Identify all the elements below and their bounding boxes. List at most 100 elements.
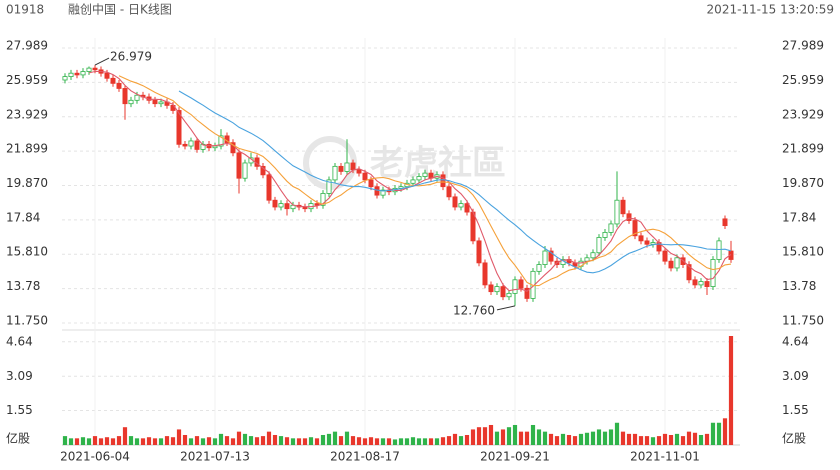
y-tick-label-right: 11.750: [782, 314, 824, 328]
y-tick-label-right: 23.929: [782, 107, 824, 121]
volume-bar: [386, 438, 392, 445]
candle-body: [662, 250, 668, 262]
min-pointer: [496, 305, 516, 311]
volume-bar: [182, 434, 188, 445]
candle-body: [548, 250, 554, 262]
x-tick-label: 2021-07-13: [180, 450, 250, 464]
volume-bar: [566, 434, 572, 445]
candle-body: [356, 169, 362, 174]
candle-body: [704, 281, 710, 287]
candle-body: [416, 176, 422, 181]
volume-bar: [134, 438, 140, 445]
timestamp: 2021-11-15 13:20:59: [707, 3, 834, 17]
volume-bar: [194, 436, 200, 445]
volume-bar: [164, 436, 170, 445]
candle-body: [320, 193, 326, 206]
volume-bar: [374, 438, 380, 445]
volume-bar: [416, 438, 422, 445]
volume-bar: [218, 433, 224, 445]
volume-bar: [260, 436, 266, 445]
volume-bar: [614, 422, 620, 445]
volume-bar: [326, 433, 332, 445]
candle-body: [542, 250, 548, 265]
volume-bar: [344, 431, 350, 445]
candle-body: [272, 199, 278, 208]
x-tick-label: 2021-11-01: [630, 450, 700, 464]
y-tick-label: 15.810: [6, 245, 48, 259]
candle-body: [344, 162, 350, 172]
candle-body: [362, 172, 368, 181]
volume-tick-label: 4.64: [6, 334, 33, 348]
candle-body: [242, 162, 248, 179]
x-tick-label: 2021-09-21: [480, 450, 550, 464]
volume-bar: [272, 434, 278, 445]
candle-body: [458, 203, 464, 208]
volume-bar: [68, 438, 74, 445]
candle-body: [446, 186, 452, 198]
volume-bar: [296, 438, 302, 445]
volume-bar: [524, 431, 530, 445]
volume-tick-label-right: 4.64: [782, 334, 809, 348]
volume-bar: [536, 429, 542, 445]
candle-body: [68, 72, 74, 78]
volume-bar: [578, 433, 584, 445]
volume-bar: [686, 431, 692, 445]
volume-bar: [722, 418, 728, 445]
candle-body: [722, 218, 728, 227]
volume-bar: [518, 431, 524, 445]
volume-bar: [98, 438, 104, 445]
candle-body: [620, 199, 626, 215]
candle-body: [632, 220, 638, 237]
candle-body: [236, 152, 242, 179]
volume-bar: [476, 427, 482, 445]
volume-bar: [692, 432, 698, 445]
candle-body: [464, 203, 470, 213]
candle-body: [128, 99, 134, 105]
candle-body: [500, 286, 506, 298]
chart-title: 融创中国 - 日K线图: [68, 2, 172, 17]
y-tick-label: 19.870: [6, 176, 48, 190]
candle-body: [182, 143, 188, 147]
candle-body: [374, 186, 380, 196]
volume-bar: [170, 437, 176, 445]
volume-bar: [236, 431, 242, 445]
candle-body: [674, 257, 680, 269]
volume-bar: [206, 437, 212, 445]
volume-bar: [356, 437, 362, 445]
min-label: 12.760: [453, 303, 495, 317]
candle-body: [122, 88, 128, 105]
volume-bar: [290, 438, 296, 445]
candle-body: [512, 279, 518, 294]
candle-body: [188, 140, 194, 147]
volume-bar: [308, 437, 314, 445]
stock-code: 01918: [6, 3, 44, 17]
volume-tick-label-right: 3.09: [782, 369, 809, 383]
volume-bar: [572, 436, 578, 445]
volume-bar: [230, 438, 236, 445]
volume-unit: 亿股: [6, 431, 30, 446]
candle-body: [380, 189, 386, 196]
candle-body: [710, 259, 716, 287]
candle-body: [116, 82, 122, 89]
candle-body: [410, 179, 416, 184]
candle-body: [644, 240, 650, 245]
volume-bar: [596, 429, 602, 445]
candle-body: [92, 67, 98, 71]
volume-bar: [452, 433, 458, 445]
volume-unit-right: 亿股: [782, 431, 806, 446]
volume-bar: [434, 438, 440, 445]
candle-body: [314, 203, 320, 206]
candle-body: [452, 196, 458, 208]
candle-body: [338, 165, 344, 172]
volume-bar: [128, 436, 134, 445]
candle-body: [284, 203, 290, 210]
candle-body: [266, 174, 272, 201]
y-tick-label: 13.78: [6, 279, 40, 293]
volume-bar: [368, 437, 374, 445]
candle-body: [638, 235, 644, 242]
volume-bar: [542, 431, 548, 445]
volume-bar: [470, 429, 476, 445]
candle-body: [524, 287, 530, 299]
volume-bar: [152, 438, 158, 445]
